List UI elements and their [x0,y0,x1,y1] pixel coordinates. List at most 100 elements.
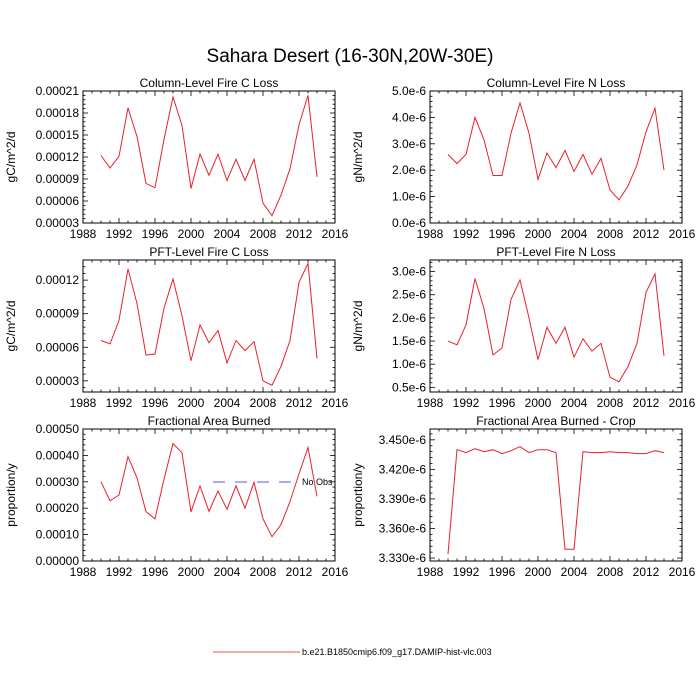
plot-frame [429,90,683,224]
y-tick-label: 4.0e-6 [392,110,426,124]
panel-title: Column-Level Fire C Loss [140,76,279,90]
y-axis-label: proportion/y [351,463,365,526]
y-tick-label: 1.5e-6 [392,334,426,348]
x-tick-label: 2016 [669,565,696,579]
panels: Column-Level Fire C Loss 1988 1992 1996 2000… [4,76,696,579]
x-tick-label: 2016 [669,396,696,410]
x-tick-label: 1996 [142,227,169,241]
x-tick-label: 2004 [214,565,241,579]
plot-frame [82,259,336,393]
x-tick-label: 2012 [286,565,313,579]
x-tick-label: 2000 [178,227,205,241]
x-tick-label: 2008 [597,565,624,579]
x-tick-label: 1988 [417,565,444,579]
x-tick-label: 2016 [322,227,349,241]
panel-title: PFT-Level Fire N Loss [496,245,615,259]
panel-title: Column-Level Fire N Loss [487,76,626,90]
x-tick-label: 2000 [525,227,552,241]
x-tick-label: 1988 [417,227,444,241]
y-tick-label: 3.0e-6 [392,265,426,279]
x-tick-label: 2008 [597,227,624,241]
y-tick-label: 0.00012 [36,273,80,287]
panel-title: Fractional Area Burned - Crop [476,414,636,428]
x-tick-label: 2004 [561,227,588,241]
y-tick-label: 3.360e-6 [379,521,427,535]
panel-title: Fractional Area Burned [148,414,271,428]
y-tick-label: 0.00006 [36,340,80,354]
panel-6: Fractional Area Burned - Crop 1988 1992 199… [351,414,696,579]
x-tick-label: 2000 [178,396,205,410]
x-tick-label: 1988 [70,227,97,241]
y-tick-label: 2.5e-6 [392,288,426,302]
x-tick-label: 1996 [142,396,169,410]
x-tick-label: 2000 [525,565,552,579]
panel-4: PFT-Level Fire N Loss 1988 1992 1996 2000 200… [351,245,696,410]
x-tick-label: 1992 [106,227,133,241]
x-tick-label: 2016 [669,227,696,241]
series-line [100,442,318,538]
y-tick-label: 3.420e-6 [379,462,427,476]
plot-frame [429,259,683,393]
y-tick-label: 2.0e-6 [392,163,426,177]
x-tick-label: 2004 [214,396,241,410]
x-tick-label: 1988 [417,396,444,410]
y-axis-label: gC/m^2/d [4,132,18,183]
x-tick-label: 2012 [633,227,660,241]
x-tick-label: 2016 [322,565,349,579]
y-tick-label: 0.00000 [36,554,80,568]
y-tick-label: 0.00003 [36,374,80,388]
x-tick-label: 1988 [70,565,97,579]
x-tick-label: 2004 [561,396,588,410]
series-line [447,272,665,383]
x-tick-label: 1992 [453,227,480,241]
legend-obs-label: No Obs [302,477,333,487]
plot-frame [429,428,683,562]
panel-1: Column-Level Fire C Loss 1988 1992 1996 2000… [4,76,349,241]
y-tick-label: 0.00021 [36,84,80,98]
y-tick-label: 0.0e-6 [392,216,426,230]
y-tick-label: 5.0e-6 [392,84,426,98]
y-tick-label: 0.00050 [36,422,80,436]
x-tick-label: 1992 [106,396,133,410]
figure-title: Sahara Desert (16-30N,20W-30E) [207,46,494,67]
y-axis-label: proportion/y [4,463,18,526]
x-tick-label: 2012 [633,565,660,579]
x-tick-label: 1992 [453,565,480,579]
y-tick-label: 0.5e-6 [392,380,426,394]
panel-5: Fractional Area Burned 1988 1992 1996 2000 20… [4,414,349,579]
y-tick-label: 3.450e-6 [379,433,427,447]
legend: No Obs b.e21.B1850cmip6.f09_g17.DAMIP-hi… [213,477,492,657]
y-tick-label: 2.0e-6 [392,311,426,325]
x-tick-label: 2008 [250,396,277,410]
y-tick-label: 0.00020 [36,501,80,515]
x-tick-label: 2016 [322,396,349,410]
y-axis-label: gN/m^2/d [351,301,365,352]
y-tick-label: 3.330e-6 [379,551,427,565]
y-tick-label: 0.00018 [36,106,80,120]
x-tick-label: 2000 [525,396,552,410]
y-axis-label: gN/m^2/d [351,132,365,183]
x-tick-label: 1996 [489,565,516,579]
x-tick-label: 2012 [633,396,660,410]
x-tick-label: 2012 [286,227,313,241]
series-line [447,446,665,555]
y-tick-label: 0.00003 [36,216,80,230]
y-axis-label: gC/m^2/d [4,301,18,352]
panel-3: PFT-Level Fire C Loss 1988 1992 1996 2000 200… [4,245,349,410]
panel-title: PFT-Level Fire C Loss [149,245,268,259]
x-tick-label: 2008 [250,565,277,579]
x-tick-label: 1996 [142,565,169,579]
series-line [447,101,665,201]
y-tick-label: 1.0e-6 [392,190,426,204]
x-tick-label: 1992 [453,396,480,410]
y-tick-label: 0.00009 [36,172,80,186]
x-tick-label: 1996 [489,396,516,410]
x-tick-label: 2012 [286,396,313,410]
x-tick-label: 1996 [489,227,516,241]
x-tick-label: 2008 [250,227,277,241]
y-tick-label: 0.00015 [36,128,80,142]
series-line [100,94,318,217]
y-tick-label: 0.00006 [36,194,80,208]
series-line [100,261,318,386]
